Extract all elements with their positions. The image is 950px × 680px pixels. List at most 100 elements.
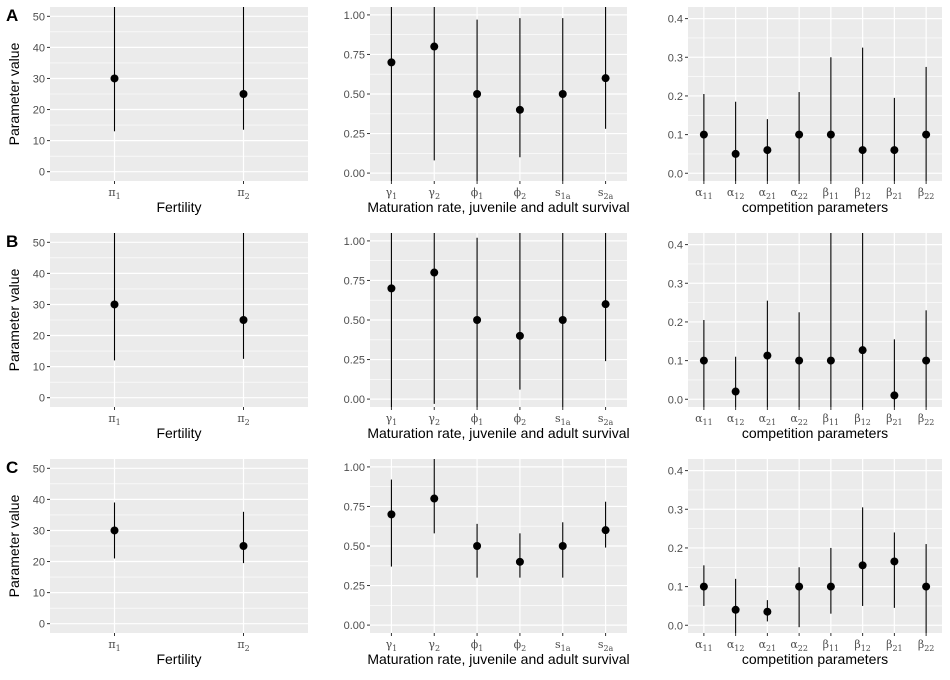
- x-tick-label: β21: [886, 412, 903, 427]
- data-point: [558, 542, 567, 550]
- plot-background: [688, 233, 942, 407]
- x-tick-label: π2: [237, 412, 249, 427]
- data-point: [430, 42, 439, 51]
- data-point: [601, 526, 610, 535]
- y-tick-label: 0.0: [668, 168, 683, 180]
- data-point: [473, 542, 482, 550]
- plot-background: [688, 459, 942, 633]
- x-tick-label: β22: [918, 638, 935, 653]
- y-tick-label: 0.4: [668, 14, 683, 26]
- data-point: [387, 284, 396, 293]
- data-point: [795, 356, 804, 365]
- x-tick-label: α11: [695, 638, 713, 653]
- data-point: [890, 557, 899, 566]
- panel-C2: 0.00 0.25 0.50 0.75 1.00 γ1 γ2 ϕ1 ϕ2 s1a s2aMatura…: [344, 459, 630, 667]
- x-axis-title: Maturation rate, juvenile and adult surv…: [367, 651, 629, 667]
- y-tick-label: 0.00: [344, 620, 365, 632]
- y-tick-label: 0.25: [344, 581, 365, 593]
- data-point: [922, 356, 931, 365]
- y-tick-label: 0.00: [344, 394, 365, 406]
- panel-A2: 0.00 0.25 0.50 0.75 1.00 γ1 γ2 ϕ1 ϕ2 s1a s2aMatura…: [344, 7, 630, 215]
- row-label-a: A: [6, 6, 18, 25]
- y-tick-label: 0.3: [668, 278, 683, 290]
- y-tick-label: 0.1: [668, 130, 683, 142]
- x-axis-title: Fertility: [156, 199, 201, 215]
- data-point: [699, 356, 708, 365]
- y-tick-label: 10: [33, 588, 45, 600]
- data-point: [558, 90, 567, 98]
- x-tick-label: β22: [918, 186, 935, 201]
- y-tick-label: 0.75: [344, 275, 365, 287]
- y-tick-label: 0.25: [344, 355, 365, 367]
- x-tick-label: s1a: [555, 186, 571, 201]
- data-point: [515, 105, 524, 114]
- y-tick-label: 0.3: [668, 504, 683, 516]
- y-tick-label: 0.50: [344, 315, 365, 327]
- y-tick-label: 0.50: [344, 541, 365, 553]
- y-tick-label: 50: [33, 237, 45, 249]
- y-tick-label: 40: [33, 42, 45, 54]
- x-axis-title: competition parameters: [742, 199, 888, 215]
- data-point: [515, 331, 524, 340]
- panel-B2: 0.00 0.25 0.50 0.75 1.00 γ1 γ2 ϕ1 ϕ2 s1a s2aMatura…: [344, 233, 630, 441]
- y-tick-label: 1.00: [344, 462, 365, 474]
- x-tick-label: s1a: [555, 638, 571, 653]
- x-tick-label: γ1: [386, 186, 398, 201]
- y-tick-label: 20: [33, 331, 45, 343]
- data-point: [922, 130, 931, 139]
- y-tick-label: 10: [33, 136, 45, 148]
- y-tick-label: 0.25: [344, 129, 365, 141]
- x-tick-label: γ2: [428, 412, 440, 427]
- data-point: [110, 300, 119, 309]
- y-tick-label: 0: [39, 619, 45, 631]
- data-point: [763, 351, 772, 360]
- y-tick-label: 20: [33, 557, 45, 569]
- data-point: [795, 582, 804, 591]
- data-point: [890, 146, 899, 155]
- x-tick-label: β22: [918, 412, 935, 427]
- y-tick-label: 0.75: [344, 501, 365, 513]
- y-tick-label: 30: [33, 299, 45, 311]
- x-tick-label: β11: [823, 638, 840, 653]
- x-axis-title: Maturation rate, juvenile and adult surv…: [367, 199, 629, 215]
- data-point: [763, 607, 772, 616]
- y-tick-label: 1.00: [344, 236, 365, 248]
- x-tick-label: β12: [854, 412, 871, 427]
- y-tick-label: 0.4: [668, 466, 683, 478]
- data-point: [858, 346, 867, 355]
- data-point: [239, 90, 248, 98]
- data-point: [110, 526, 119, 535]
- panel-A1: 0 10 20 30 40 50 π1 π2 Fertility Parameter value: [6, 7, 308, 215]
- data-point: [731, 387, 740, 396]
- x-tick-label: β11: [823, 186, 840, 201]
- x-tick-label: s2a: [598, 638, 614, 653]
- data-point: [110, 74, 119, 83]
- x-tick-label: α21: [759, 412, 777, 427]
- data-point: [239, 542, 248, 550]
- x-axis-title: Fertility: [156, 425, 201, 441]
- plot-background: [688, 7, 942, 181]
- x-tick-label: ϕ1: [471, 412, 484, 427]
- data-point: [699, 130, 708, 139]
- y-tick-label: 0.2: [668, 543, 683, 555]
- data-point: [731, 605, 740, 614]
- y-tick-label: 0.2: [668, 317, 683, 329]
- y-tick-label: 40: [33, 494, 45, 506]
- panel-B3: 0.0 0.1 0.2 0.3 0.4 α11 α12 α21 α22 β11 β12 β21 β22 c…: [668, 233, 942, 441]
- data-point: [430, 494, 439, 503]
- data-point: [858, 146, 867, 155]
- y-tick-label: 0: [39, 393, 45, 405]
- data-point: [826, 582, 835, 591]
- y-tick-label: 0.2: [668, 91, 683, 103]
- x-tick-label: α22: [790, 638, 808, 653]
- data-point: [826, 130, 835, 139]
- data-point: [826, 356, 835, 365]
- x-tick-label: α12: [727, 412, 745, 427]
- row-label-b: B: [6, 232, 18, 251]
- y-tick-label: 20: [33, 105, 45, 117]
- x-tick-label: β12: [854, 186, 871, 201]
- x-tick-label: α12: [727, 638, 745, 653]
- y-tick-label: 30: [33, 525, 45, 537]
- x-tick-label: α21: [759, 186, 777, 201]
- data-point: [731, 149, 740, 158]
